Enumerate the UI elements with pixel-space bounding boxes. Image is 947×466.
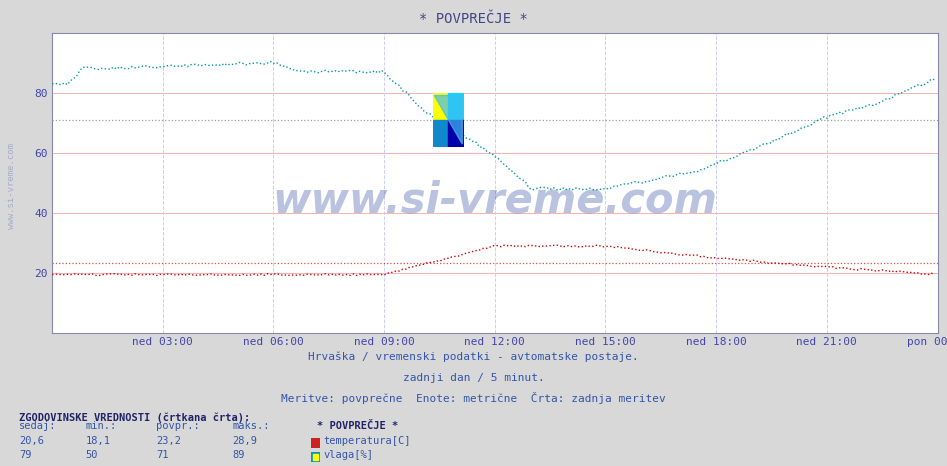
Text: Meritve: povprečne  Enote: metrične  Črta: zadnja meritev: Meritve: povprečne Enote: metrične Črta:… — [281, 392, 666, 404]
Bar — [433, 93, 448, 120]
Text: 50: 50 — [85, 450, 98, 459]
Text: ZGODOVINSKE VREDNOSTI (črtkana črta):: ZGODOVINSKE VREDNOSTI (črtkana črta): — [19, 412, 250, 423]
Text: zadnji dan / 5 minut.: zadnji dan / 5 minut. — [402, 373, 545, 383]
Text: sedaj:: sedaj: — [19, 421, 57, 431]
Text: temperatura[C]: temperatura[C] — [324, 436, 411, 445]
Text: 18,1: 18,1 — [85, 436, 110, 445]
Polygon shape — [435, 96, 462, 144]
Bar — [448, 120, 464, 147]
Text: * POVPREČJE *: * POVPREČJE * — [420, 12, 527, 26]
Text: * POVPREČJE *: * POVPREČJE * — [317, 421, 399, 431]
Text: povpr.:: povpr.: — [156, 421, 200, 431]
Text: 79: 79 — [19, 450, 31, 459]
Text: Hrvaška / vremenski podatki - avtomatske postaje.: Hrvaška / vremenski podatki - avtomatske… — [308, 352, 639, 363]
Text: 28,9: 28,9 — [232, 436, 257, 445]
Text: 71: 71 — [156, 450, 169, 459]
Text: maks.:: maks.: — [232, 421, 270, 431]
Bar — [448, 93, 464, 120]
Text: 20,6: 20,6 — [19, 436, 44, 445]
Text: 23,2: 23,2 — [156, 436, 181, 445]
Text: www.si-vreme.com: www.si-vreme.com — [7, 144, 16, 229]
Text: min.:: min.: — [85, 421, 116, 431]
Text: vlaga[%]: vlaga[%] — [324, 450, 374, 459]
Bar — [313, 454, 318, 460]
Text: 89: 89 — [232, 450, 244, 459]
Text: www.si-vreme.com: www.si-vreme.com — [273, 180, 717, 222]
Bar — [433, 120, 448, 147]
